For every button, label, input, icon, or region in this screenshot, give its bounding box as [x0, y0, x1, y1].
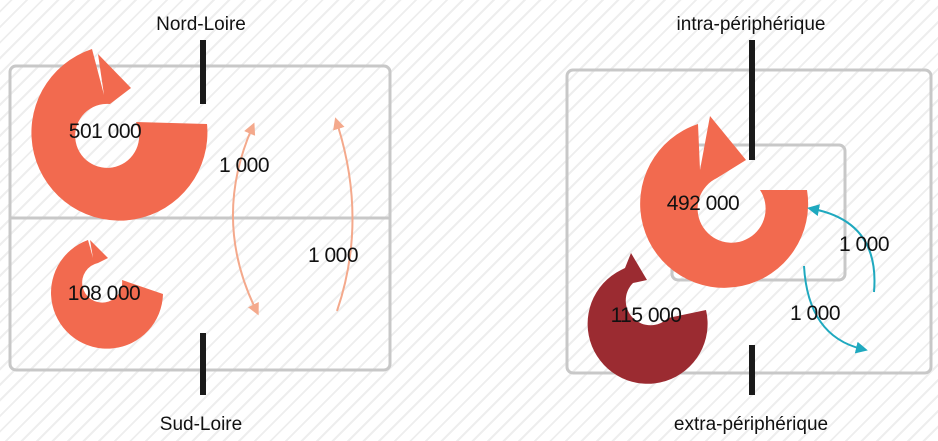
- exchange-arrow-outer-to-inner: [807, 204, 876, 293]
- north-internal-value: 501 000: [69, 120, 141, 143]
- right-panel: intra-périphérique extra-périphérique 49…: [565, 14, 933, 435]
- exchange-arrow-inner-to-outer: [803, 265, 868, 354]
- outer-internal-flow-arrow: [587, 253, 708, 384]
- exchange-arrow-south-to-north: [333, 117, 354, 312]
- region-label-sud-loire: Sud-Loire: [160, 414, 242, 435]
- region-label-intra-peripherique: intra-périphérique: [677, 14, 826, 35]
- region-label-extra-peripherique: extra-périphérique: [674, 414, 828, 435]
- exchange-arrow-north-to-south: [232, 122, 259, 316]
- exchange-in-value: 1 000: [839, 233, 889, 256]
- inner-internal-flow-arrow: [640, 116, 809, 288]
- outer-internal-value: 115 000: [611, 304, 682, 327]
- inner-internal-value: 492 000: [667, 192, 739, 215]
- south-internal-flow-arrow: [51, 240, 163, 349]
- exchange-down-value: 1 000: [219, 154, 269, 177]
- region-label-nord-loire: Nord-Loire: [156, 14, 246, 35]
- north-internal-flow-arrow: [31, 49, 208, 221]
- south-internal-value: 108 000: [68, 282, 140, 305]
- left-panel: Nord-Loire Sud-Loire 501 000 108 000 1 0…: [8, 14, 392, 435]
- exchange-up-value: 1 000: [308, 244, 358, 267]
- exchange-out-value: 1 000: [790, 302, 840, 325]
